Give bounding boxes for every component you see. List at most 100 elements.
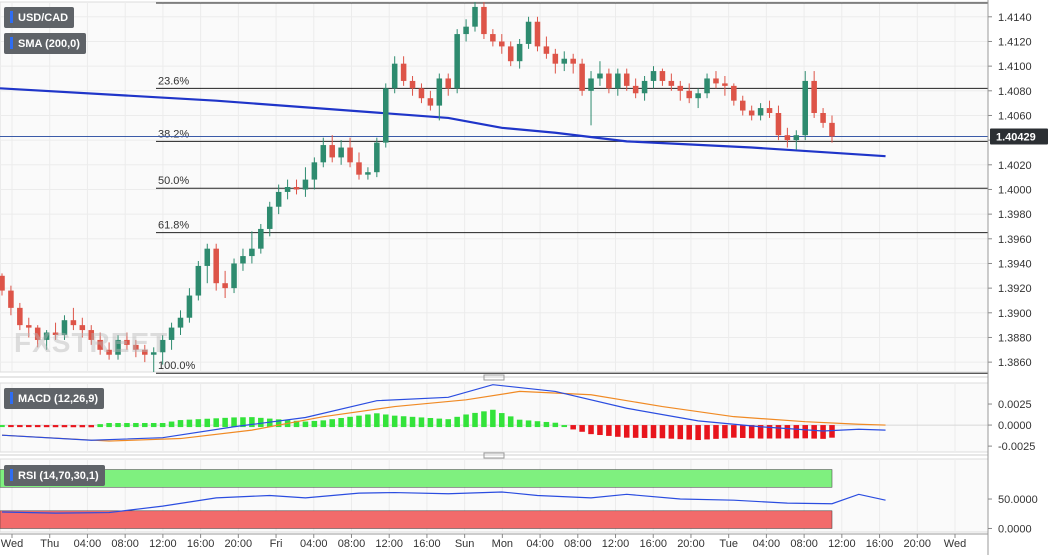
macd-hist-bar-neg	[793, 425, 800, 439]
macd-hist-bar-pos	[374, 413, 380, 428]
candle-body-bull	[695, 93, 701, 99]
symbol-label: USD/CAD	[4, 7, 75, 28]
macd-hist-bar-pos	[231, 417, 237, 428]
macd-hist-bar-pos	[561, 425, 568, 428]
macd-hist-bar-neg	[695, 425, 701, 441]
macd-hist-bar-pos	[347, 416, 353, 428]
macd-hist-bar-neg	[784, 425, 791, 439]
x-tick-label: 04:00	[526, 538, 554, 550]
candle-body-bear	[579, 63, 585, 91]
rsi-divider-grip[interactable]	[483, 452, 505, 459]
candle-body-bear	[784, 135, 791, 141]
macd-hist-bar-neg	[34, 425, 41, 428]
macd-hist-bar-pos	[177, 420, 184, 428]
price-tick-label: 1.4080	[998, 86, 1032, 98]
candle-body-bear	[829, 122, 835, 137]
candle-body-bull	[168, 327, 175, 340]
macd-divider-grip[interactable]	[483, 374, 505, 381]
x-tick-label: 20:00	[677, 538, 705, 550]
price-tick-label: 1.3920	[998, 283, 1032, 295]
macd-hist-bar-pos	[329, 419, 335, 428]
macd-hist-bar-neg	[677, 425, 684, 440]
candle-body-bull	[516, 43, 523, 62]
candle-body-bull	[588, 78, 594, 91]
price-tick-label: 1.3880	[998, 332, 1032, 344]
price-tick-label: 1.4120	[998, 36, 1032, 48]
macd-hist-bar-pos	[499, 413, 505, 428]
candle-body-bear	[70, 320, 77, 326]
x-tick-label: 08:00	[564, 538, 592, 550]
candle-body-bear	[668, 80, 675, 86]
x-tick-label: 12:00	[602, 538, 630, 550]
candle-body-bull	[186, 295, 193, 318]
candle-body-bear	[17, 307, 23, 326]
macd-hist-bar-pos	[159, 423, 166, 428]
macd-hist-bar-pos	[400, 416, 407, 428]
x-tick-label: Sun	[455, 538, 475, 550]
rsi-text: RSI (14,70,30,1)	[18, 470, 99, 482]
x-tick-label: Wed	[1, 538, 23, 550]
rsi-tick-label: 0.0000	[998, 523, 1032, 535]
macd-hist-bar-neg	[668, 425, 675, 439]
macd-hist-bar-pos	[186, 419, 193, 428]
rsi-oversold-zone	[0, 510, 833, 529]
macd-hist-bar-pos	[124, 423, 130, 428]
macd-hist-bar-pos	[472, 412, 478, 428]
macd-hist-bar-neg	[775, 425, 782, 439]
x-tick-label: 08:00	[790, 538, 818, 550]
macd-hist-bar-pos	[409, 416, 416, 428]
macd-hist-bar-neg	[43, 425, 50, 428]
x-tick-label: 16:00	[866, 538, 894, 550]
candle-body-bear	[418, 88, 425, 99]
sma-swatch	[10, 37, 13, 49]
macd-hist-bar-pos	[222, 417, 228, 428]
macd-hist-bar-pos	[106, 423, 112, 428]
candle-body-bear	[124, 339, 130, 345]
candle-body-bull	[382, 88, 389, 143]
macd-hist-bar-pos	[338, 418, 344, 428]
macd-hist-bar-pos	[275, 419, 282, 428]
rsi-tick-label: 50.0000	[998, 494, 1038, 506]
sma-label: SMA (200,0)	[4, 33, 86, 54]
candle-body-bull	[266, 206, 273, 229]
fib-level-label: 38.2%	[158, 128, 189, 140]
price-axis-bg	[988, 0, 1060, 555]
candle-body-bear	[445, 78, 452, 89]
candle-body-bear	[775, 113, 782, 136]
symbol-swatch	[10, 11, 13, 23]
price-tick-label: 1.4060	[998, 110, 1032, 122]
macd-tick-label: 0.0025	[998, 399, 1032, 411]
macd-hist-bar-pos	[142, 423, 148, 428]
candle-body-bear	[686, 90, 692, 99]
candle-body-bull	[463, 26, 469, 35]
candle-body-bull	[374, 142, 380, 173]
watermark-logo: FXSTREET	[14, 327, 168, 358]
candle-body-bear	[26, 325, 32, 328]
x-tick-label: 08:00	[111, 538, 139, 550]
candle-body-bull	[177, 317, 184, 328]
last-price-badge	[990, 128, 1048, 145]
macd-hist-bar-pos	[320, 420, 327, 428]
macd-hist-bar-neg	[570, 425, 576, 430]
candle-body-bull	[391, 63, 398, 89]
macd-hist-bar-pos	[258, 417, 264, 428]
macd-tick-label: -0.0025	[998, 441, 1035, 453]
macd-text: MACD (12,26,9)	[18, 393, 99, 405]
price-panel-bg	[0, 1, 989, 373]
candle-body-bull	[561, 58, 568, 64]
macd-hist-bar-pos	[249, 417, 255, 428]
x-tick-label: Thu	[40, 538, 59, 550]
macd-tick-label: 0.0000	[998, 420, 1032, 432]
candle-body-bear	[142, 349, 148, 355]
macd-hist-bar-pos	[463, 414, 469, 428]
macd-hist-bar-neg	[766, 425, 773, 439]
macd-hist-bar-pos	[168, 421, 175, 428]
candle-body-bear	[356, 162, 362, 175]
candle-body-bull	[115, 339, 121, 355]
sma-text: SMA (200,0)	[18, 38, 80, 50]
candle-body-bear	[677, 85, 684, 91]
macd-hist-bar-neg	[641, 425, 648, 438]
candle-body-bull	[436, 78, 443, 106]
macd-swatch	[10, 392, 13, 404]
